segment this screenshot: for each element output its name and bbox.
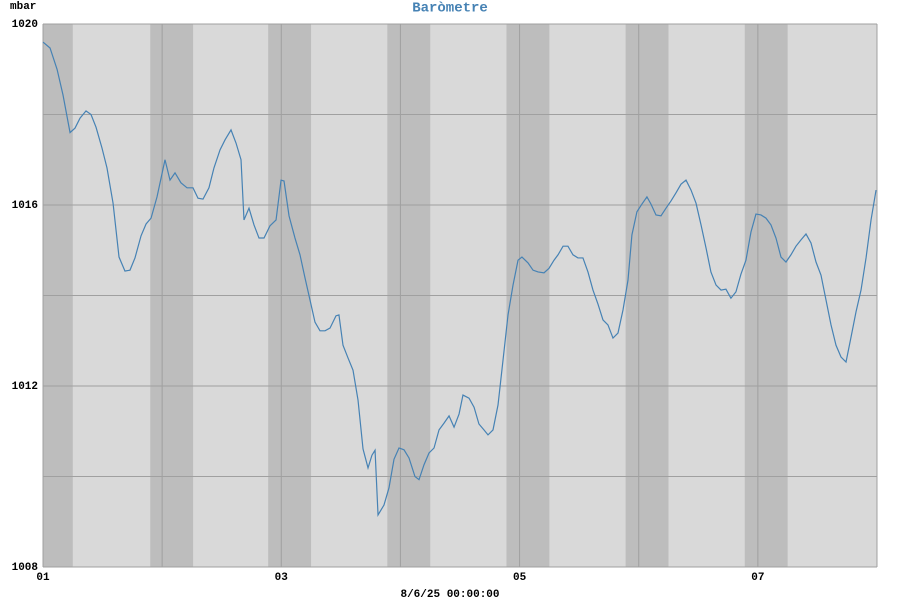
y-tick-label: 1008 xyxy=(12,562,39,574)
chart-title: Baròmetre xyxy=(412,1,488,17)
y-tick-label: 1016 xyxy=(12,200,38,212)
x-tick-label: 07 xyxy=(751,572,764,584)
x-tick-label: 01 xyxy=(36,572,50,584)
y-tick-label: 1012 xyxy=(12,381,38,393)
y-axis-label: mbar xyxy=(10,1,36,13)
line xyxy=(42,41,877,517)
x-axis-label: 8/6/25 00:00:00 xyxy=(400,589,499,600)
y-tick-label: 1020 xyxy=(12,19,38,31)
x-tick-label: 03 xyxy=(275,572,289,584)
x-tick-label: 05 xyxy=(513,572,527,584)
